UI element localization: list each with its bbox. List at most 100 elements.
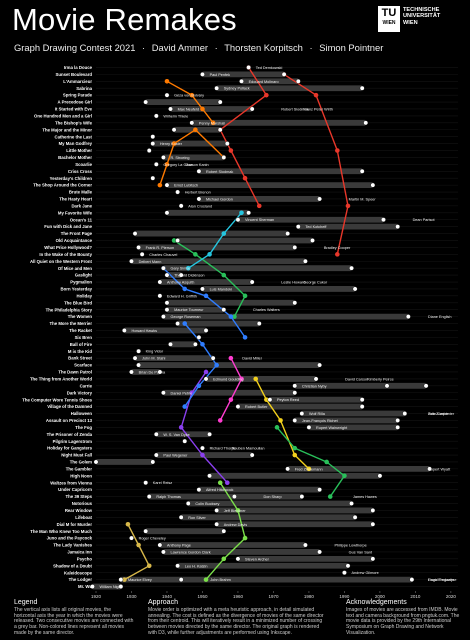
movie-title-label: Sunset Boulevard	[55, 72, 92, 77]
film-point	[295, 224, 301, 230]
film-point	[153, 431, 159, 437]
film-point	[235, 556, 241, 562]
film-point	[359, 404, 365, 409]
director-label: Ted Kotcheff	[305, 225, 327, 229]
film-point	[136, 362, 141, 368]
film-point	[207, 473, 212, 479]
movie-title-label: The Major and the Minor	[42, 127, 92, 132]
director-node	[242, 293, 248, 299]
film-point	[249, 452, 255, 458]
director-label: David Miller	[242, 357, 263, 361]
director-node	[189, 92, 195, 98]
movie-title-label: Holiday for Gangsters	[47, 446, 92, 451]
x-tick-label: 2020	[446, 594, 457, 599]
film-point	[370, 182, 376, 188]
film-point	[221, 155, 227, 160]
director-node	[324, 459, 329, 465]
film-point	[295, 78, 301, 84]
film-point	[370, 521, 376, 527]
film-point	[313, 376, 319, 382]
remake-bar	[96, 459, 153, 465]
film-point	[267, 397, 273, 403]
film-point	[196, 196, 202, 202]
film-point	[299, 411, 305, 416]
director-label: Alan Crosland	[188, 204, 212, 208]
movie-title-label: Assault on Precinct 13	[46, 418, 93, 423]
film-point	[317, 196, 322, 202]
director-label: David Carson	[345, 377, 368, 381]
director-label: Roger Cheveley	[139, 537, 166, 541]
director-label: Bradley Cooper	[324, 246, 351, 250]
remake-bar	[177, 562, 348, 569]
film-point	[175, 238, 181, 243]
movie-title-label: Halloween	[71, 411, 93, 416]
movie-title-label: The Front Page	[61, 231, 93, 236]
movie-title-label: Lifeboat	[75, 515, 92, 520]
remake-bar	[159, 542, 306, 548]
director-node	[200, 342, 205, 347]
director-label: Jeff Bleckner	[224, 509, 247, 513]
film-point	[161, 265, 166, 271]
film-point	[292, 383, 298, 389]
film-point	[363, 120, 369, 126]
director-node	[242, 535, 248, 541]
movie-title-label: Bank Street	[68, 356, 92, 361]
movie-title-label: The 39 Steps	[65, 494, 92, 499]
director-label: Edmund Goulding	[213, 377, 243, 381]
acknowledgements-heading: Acknowledgements	[346, 599, 407, 606]
film-point	[196, 168, 202, 174]
director-label: Gus Van Sant	[349, 550, 373, 554]
film-point	[203, 328, 209, 333]
director-node	[203, 293, 209, 299]
director-label: Paul Penfek	[210, 73, 231, 77]
remake-bar	[120, 576, 412, 583]
director-label: Andrew Gilmore	[352, 571, 379, 575]
film-point	[359, 168, 365, 174]
remake-bar	[177, 320, 260, 327]
film-point	[405, 314, 411, 320]
movie-title-label: The Shop Around the Corner	[33, 183, 92, 188]
director-label: James Hawes	[353, 495, 377, 499]
subtitle: Graph Drawing Contest 2021 · David Ammer…	[14, 42, 383, 53]
director-label: Peyton Reed	[277, 398, 299, 402]
film-point	[178, 203, 184, 209]
movie-title-label: Of Mice and Men	[58, 266, 93, 271]
film-point	[395, 224, 401, 230]
director-node	[210, 120, 216, 126]
director-labels: Ted Demkowski Paul Penfek Edouard Molinaro…	[100, 66, 457, 589]
acknowledgements-section: Acknowledgements Images of movies are ac…	[346, 599, 464, 637]
remake-bar	[135, 230, 288, 237]
director-label: David Ondaatje	[428, 578, 454, 582]
remake-bar	[298, 223, 398, 230]
film-point	[221, 528, 227, 534]
movie-titles: Irma la Douce Sunset Boulevard L'Ammarcieu…	[22, 65, 92, 589]
director-label: Max Neufeld	[178, 107, 199, 111]
film-point	[200, 286, 205, 292]
film-point	[161, 155, 166, 160]
film-point	[217, 127, 223, 133]
film-point	[317, 487, 322, 493]
film-point	[359, 85, 365, 91]
film-point	[168, 341, 173, 347]
director-label: Herbert Brenon	[185, 191, 211, 195]
film-point	[175, 321, 181, 326]
movie-title-label: The Dawn Patrol	[58, 370, 92, 375]
director-label: Edouard Molinaro	[249, 80, 279, 84]
remake-bar	[149, 493, 302, 500]
director-node	[171, 141, 177, 146]
director-node	[335, 148, 340, 153]
film-point	[285, 466, 291, 472]
remake-bar	[206, 376, 317, 382]
movie-title-label: Dark Victory	[67, 390, 93, 395]
movie-title-label: Catherine the Last	[55, 134, 93, 139]
film-point	[150, 141, 156, 146]
director-label: Alfred Hitchcock	[206, 488, 234, 492]
film-point	[200, 445, 205, 451]
remake-bar	[131, 258, 306, 265]
director-label: Maurice Tourneur	[174, 308, 204, 312]
film-point	[164, 210, 170, 216]
director-label: Dean Parisot	[413, 218, 436, 222]
x-tick-label: 1950	[197, 594, 208, 599]
